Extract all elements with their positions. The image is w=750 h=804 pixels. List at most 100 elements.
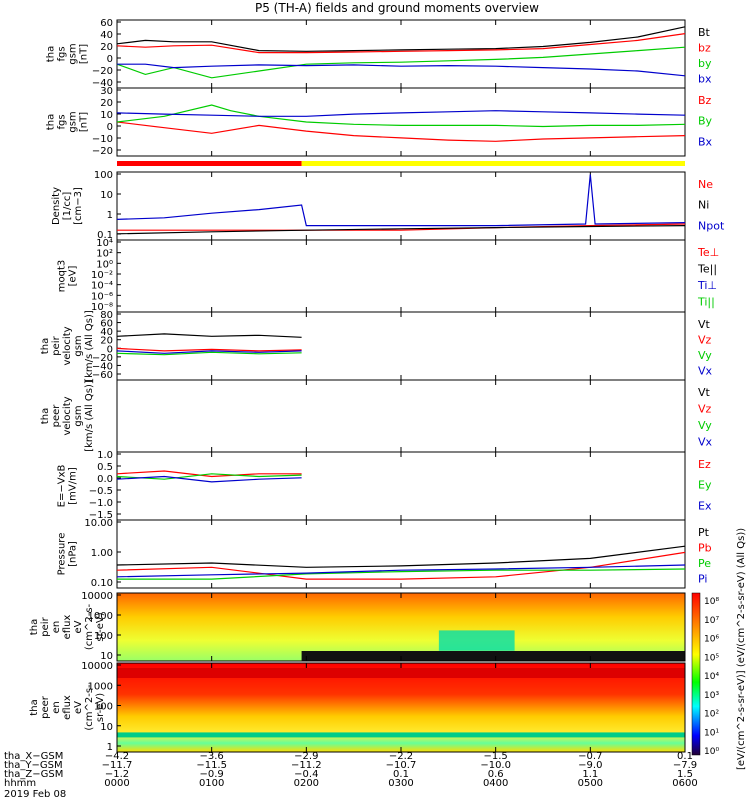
colorbar-tick-label: 10⁶ (704, 635, 719, 645)
y-tick-label: 40 (100, 30, 113, 41)
x-row-value: 0.1 (393, 769, 409, 780)
x-row-value: −2.2 (389, 751, 413, 762)
y-axis-label-line: Pressure (57, 533, 68, 576)
y-axis-label-line: peir (40, 616, 51, 636)
y-axis-label-line: en (51, 701, 62, 714)
y-axis-label: thapeervelocitygsm[km/s (All Qs)] (40, 380, 95, 452)
x-row-value: −4.2 (105, 751, 129, 762)
series-line-npot (116, 174, 686, 227)
legend-entry: Vt (698, 386, 711, 399)
series-line-by (116, 104, 686, 128)
spectrogram-low-band (301, 651, 685, 661)
y-tick-label: 60 (100, 319, 113, 330)
series-line-bz (116, 121, 686, 142)
y-axis-label: thafgsgsm[nT] (46, 43, 90, 64)
x-row-label: tha_Y−GSM (4, 760, 63, 771)
y-axis-label-line: sr-eV) (95, 693, 106, 722)
y-tick-label: 10⁴ (96, 238, 113, 249)
y-tick-label: 10 (100, 722, 113, 733)
y-axis-label-line: eflux (62, 695, 73, 720)
y-axis-label-line: [mV/m] (68, 467, 79, 505)
y-tick-label: 1 (107, 210, 113, 221)
x-row-value: −9.0 (578, 760, 602, 771)
series-line-ey (116, 473, 302, 480)
y-axis-label: Density[1/cc][cm−3] (51, 187, 84, 225)
panel-frame (116, 451, 686, 521)
x-row-value: 1.5 (677, 769, 693, 780)
y-axis-label-line: tha (29, 619, 40, 635)
legend-entry: Te⊥ (697, 246, 719, 259)
legend-entry: Bz (698, 94, 712, 107)
y-tick-label: −20 (92, 353, 113, 364)
y-tick-label: 20 (100, 336, 113, 347)
y-axis-label-line: tha (40, 408, 51, 424)
panel-6: thapeervelocitygsm[km/s (All Qs)] Vt Vz Vy V… (40, 379, 713, 453)
y-axis-label-line: gsm (68, 43, 79, 64)
x-row-value: −0.4 (294, 769, 318, 780)
panel-frame (116, 519, 686, 589)
y-tick-label: −1.5 (89, 510, 113, 521)
y-tick-label: 10 (100, 651, 113, 662)
y-tick-label: −0.5 (89, 486, 113, 497)
legend-entry: Ti⊥ (697, 279, 717, 292)
y-tick-label: 0.0 (97, 474, 113, 485)
x-row-value: 0000 (104, 778, 129, 789)
legend-entry: Vx (698, 365, 713, 378)
y-axis-label-line: eV (73, 620, 84, 633)
y-tick-label: 0.1 (97, 230, 113, 241)
y-tick-label: 100 (94, 631, 113, 642)
y-axis-label: thapeerenefluxeV(cm^2-s-sr-eV) (29, 684, 106, 731)
y-tick-label: −1.0 (89, 498, 113, 509)
y-tick-label: 80 (100, 310, 113, 321)
y-tick-label: −40 (92, 78, 113, 89)
colorbar-ticks: 10⁸ 10⁷ 10⁶ 10⁵ 10⁴ 10³ 10² 10¹ 10⁰ (704, 597, 719, 757)
y-tick-label: 1 (107, 742, 113, 753)
x-row-value: 0100 (199, 778, 224, 789)
y-axis-label-line: moqt3 (57, 260, 68, 293)
colorbar (691, 592, 701, 756)
plot-date: 2019 Feb 08 (4, 789, 66, 800)
spectrogram-green-band (117, 732, 685, 738)
y-tick-label: 1.0 (97, 450, 113, 461)
y-tick-label: 0.10 (91, 578, 113, 589)
y-tick-label: 10000 (81, 661, 113, 672)
y-tick-label: −20 (92, 146, 113, 157)
x-row-value: 0500 (578, 778, 603, 789)
y-axis-label-line: Density (51, 187, 62, 225)
series-line-ni (116, 225, 686, 235)
x-row-value: −2.9 (294, 751, 318, 762)
legend-entry: Pb (698, 542, 712, 555)
colorbar-tick-label: 10⁴ (704, 672, 719, 682)
legend-entry: Ne (698, 178, 713, 191)
panel-frame (116, 19, 686, 89)
panel-frame (116, 239, 686, 313)
legend-entry: bz (698, 42, 711, 55)
legend-entry: Bt (698, 26, 711, 39)
series-line-vz (116, 347, 302, 352)
series-line-pe (117, 568, 686, 580)
panel-10: 100001000100101thapeerenefluxeV(cm^2-s-s… (29, 661, 686, 753)
legend-entry: Ni (698, 199, 709, 212)
y-axis-label-line: gsm (68, 111, 79, 132)
y-axis-label: thapeirvelocitygsm[km/s (All Qs)] (40, 310, 95, 382)
y-tick-label: 40 (100, 327, 113, 338)
chart-title: P5 (TH-A) fields and ground moments over… (255, 1, 539, 15)
colorbar-tick-label: 10⁷ (704, 616, 719, 626)
spectrogram (117, 593, 685, 661)
x-row-value: −0.9 (200, 769, 224, 780)
series-line-vy (116, 351, 302, 356)
y-tick-label: 60 (100, 18, 113, 29)
y-tick-label: 10 (100, 110, 113, 121)
legend-entry: Vz (698, 403, 712, 416)
y-axis-label-line: gsm (73, 335, 84, 356)
series-line-ez (116, 470, 302, 478)
legend-entry: Vz (698, 334, 712, 347)
y-tick-label: 10⁰ (96, 259, 113, 270)
y-tick-label: 0 (107, 344, 113, 355)
y-tick-label: −40 (92, 361, 113, 372)
y-axis-label-line: eflux (62, 615, 73, 640)
